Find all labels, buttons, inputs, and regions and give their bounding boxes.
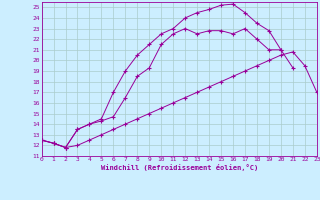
X-axis label: Windchill (Refroidissement éolien,°C): Windchill (Refroidissement éolien,°C) xyxy=(100,164,258,171)
